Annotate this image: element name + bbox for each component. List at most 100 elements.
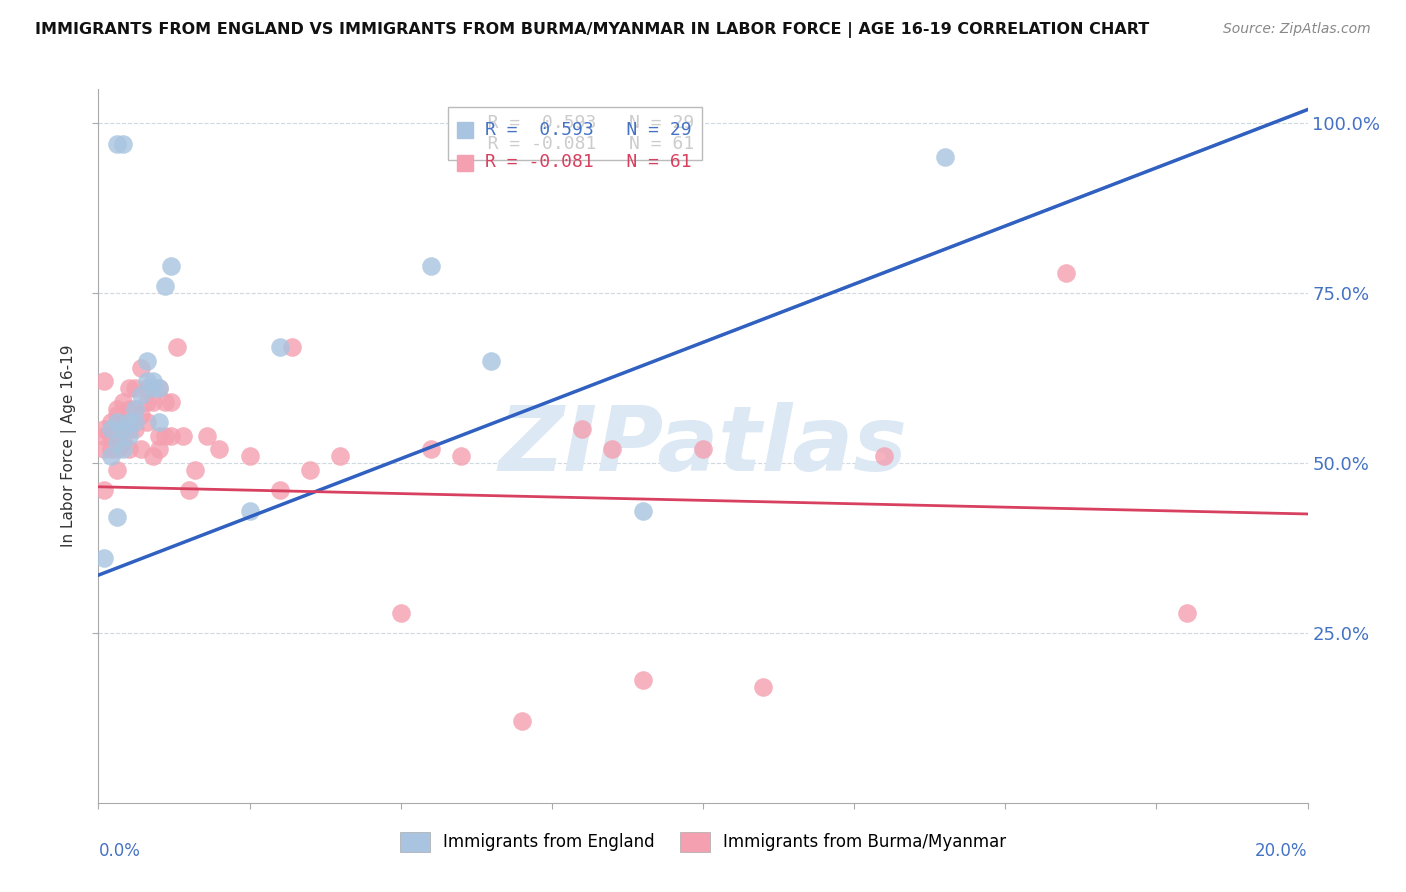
Point (129, 388, 152, 402)
Point (100, 415, 122, 429)
Point (124, 422, 146, 436)
Point (160, 394, 183, 409)
Point (148, 381, 170, 395)
Text: ZIPatlas: ZIPatlas (499, 402, 907, 490)
Point (111, 435, 134, 450)
Point (571, 422, 593, 436)
Point (148, 442, 170, 457)
Point (111, 136, 134, 151)
Point (142, 375, 165, 389)
Point (420, 259, 443, 273)
Point (105, 442, 128, 457)
Point (129, 442, 152, 457)
Point (239, 503, 262, 517)
Point (1054, 266, 1077, 280)
Point (135, 415, 157, 429)
Point (873, 449, 896, 463)
Point (111, 422, 134, 436)
Point (135, 375, 157, 389)
Point (111, 415, 134, 429)
Point (118, 429, 141, 443)
Point (111, 442, 134, 457)
Point (124, 401, 146, 416)
Point (129, 409, 152, 423)
Point (153, 279, 176, 293)
Point (179, 483, 201, 498)
Point (93, 375, 115, 389)
Point (135, 354, 157, 368)
Point (148, 415, 170, 429)
Text: R =  0.593   N = 29
   R = -0.081   N = 61: R = 0.593 N = 29 R = -0.081 N = 61 (456, 114, 695, 153)
Point (160, 429, 183, 443)
Point (166, 341, 188, 355)
Point (100, 442, 122, 457)
Point (299, 463, 322, 477)
Point (93, 429, 115, 443)
Point (105, 409, 128, 423)
Point (184, 463, 207, 477)
Point (148, 381, 170, 395)
Point (105, 435, 128, 450)
Point (142, 394, 165, 409)
Point (631, 673, 654, 688)
Point (148, 429, 170, 443)
Point (692, 442, 714, 457)
Legend: Immigrants from England, Immigrants from Burma/Myanmar: Immigrants from England, Immigrants from… (394, 825, 1012, 859)
Point (124, 401, 146, 416)
Point (111, 394, 134, 409)
Point (389, 606, 412, 620)
Y-axis label: In Labor Force | Age 16-19: In Labor Force | Age 16-19 (60, 344, 77, 548)
Point (752, 680, 775, 694)
Text: R =  0.593   N = 29: R = 0.593 N = 29 (485, 121, 692, 139)
Point (153, 394, 176, 409)
Point (135, 394, 157, 409)
Point (105, 401, 128, 416)
Point (269, 341, 291, 355)
Point (124, 415, 146, 429)
Point (934, 150, 956, 164)
Point (100, 449, 122, 463)
Point (105, 463, 128, 477)
Point (510, 714, 533, 729)
Point (631, 503, 654, 517)
Point (118, 381, 141, 395)
Point (281, 341, 304, 355)
Point (135, 381, 157, 395)
Text: IMMIGRANTS FROM ENGLAND VS IMMIGRANTS FROM BURMA/MYANMAR IN LABOR FORCE | AGE 16: IMMIGRANTS FROM ENGLAND VS IMMIGRANTS FR… (35, 22, 1149, 38)
Point (118, 415, 141, 429)
Point (239, 449, 262, 463)
Point (118, 422, 141, 436)
Point (481, 354, 503, 368)
Point (329, 449, 352, 463)
Point (93, 551, 115, 566)
Point (450, 449, 472, 463)
Point (269, 483, 291, 498)
Text: 20.0%: 20.0% (1256, 842, 1308, 860)
Point (160, 259, 183, 273)
Point (153, 429, 176, 443)
Point (93, 442, 115, 457)
Point (172, 429, 194, 443)
Point (93, 422, 115, 436)
Point (105, 429, 128, 443)
Point (142, 381, 165, 395)
Point (118, 401, 141, 416)
Point (142, 449, 165, 463)
Point (129, 360, 152, 375)
Point (93, 483, 115, 498)
Point (100, 422, 122, 436)
Point (1175, 606, 1198, 620)
Point (208, 442, 231, 457)
Point (105, 510, 128, 524)
Text: 0.0%: 0.0% (98, 842, 141, 860)
Point (602, 442, 624, 457)
Point (124, 381, 146, 395)
Point (105, 136, 128, 151)
Point (105, 415, 128, 429)
Point (100, 429, 122, 443)
Text: R = -0.081   N = 61: R = -0.081 N = 61 (485, 153, 692, 171)
Text: Source: ZipAtlas.com: Source: ZipAtlas.com (1223, 22, 1371, 37)
Point (420, 442, 443, 457)
Point (195, 429, 218, 443)
Point (118, 442, 141, 457)
